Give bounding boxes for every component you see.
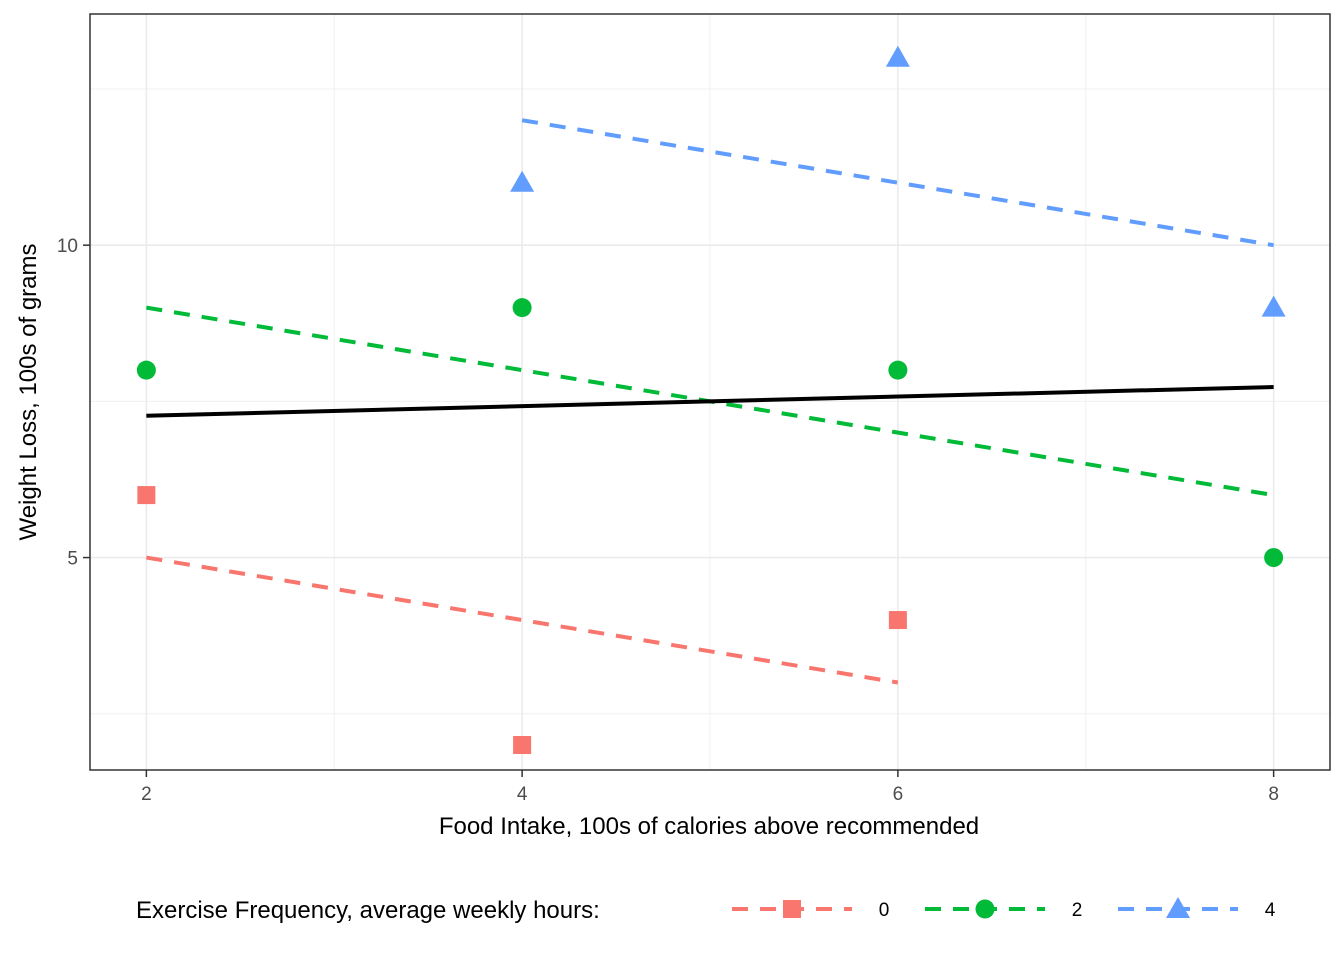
- legend: Exercise Frequency, average weekly hours…: [136, 897, 1276, 924]
- data-point-series-4: [510, 170, 535, 192]
- legend-item-0: 0: [732, 900, 889, 921]
- legend-marker-2: [975, 899, 995, 919]
- legend-item-4: 4: [1118, 897, 1276, 921]
- y-axis-ticks: 5 10: [57, 236, 90, 570]
- gridlines: [90, 14, 1330, 770]
- y-tick-label: 5: [67, 549, 78, 570]
- data-point-series-2: [512, 298, 532, 318]
- data-point-series-4: [1261, 295, 1286, 317]
- y-axis-title: Weight Loss, 100s of grams: [15, 243, 42, 540]
- x-axis-title: Food Intake, 100s of calories above reco…: [439, 813, 979, 840]
- fit-line-series-4: [521, 118, 1274, 248]
- legend-label-0: 0: [879, 900, 890, 921]
- legend-marker-0: [783, 900, 801, 918]
- data-point-series-0: [137, 486, 156, 505]
- legend-item-2: 2: [925, 899, 1083, 921]
- x-axis-ticks: 2 4 6 8: [141, 770, 1279, 805]
- legend-label-2: 2: [1072, 900, 1083, 921]
- data-point-series-4: [885, 45, 910, 67]
- x-tick-label: 6: [893, 784, 904, 805]
- y-tick-label: 10: [57, 236, 78, 257]
- x-tick-label: 8: [1268, 784, 1279, 805]
- x-tick-label: 2: [141, 784, 152, 805]
- fit-line-series-0: [146, 555, 899, 685]
- data-point-series-2: [1264, 548, 1284, 568]
- data-point-series-0: [888, 611, 907, 630]
- data-point-series-0: [513, 736, 532, 755]
- panel-border: [89, 13, 1331, 771]
- data-point-series-2: [136, 360, 156, 380]
- x-tick-label: 4: [517, 784, 528, 805]
- overall-fit-line: [146, 385, 1274, 418]
- legend-label-4: 4: [1265, 900, 1276, 921]
- legend-keys: 0 2 4: [732, 897, 1276, 921]
- fit-lines: [146, 118, 1274, 685]
- data-point-series-2: [888, 360, 908, 380]
- legend-marker-4: [1166, 897, 1190, 918]
- legend-title: Exercise Frequency, average weekly hours…: [136, 897, 600, 924]
- data-points: [136, 45, 1286, 755]
